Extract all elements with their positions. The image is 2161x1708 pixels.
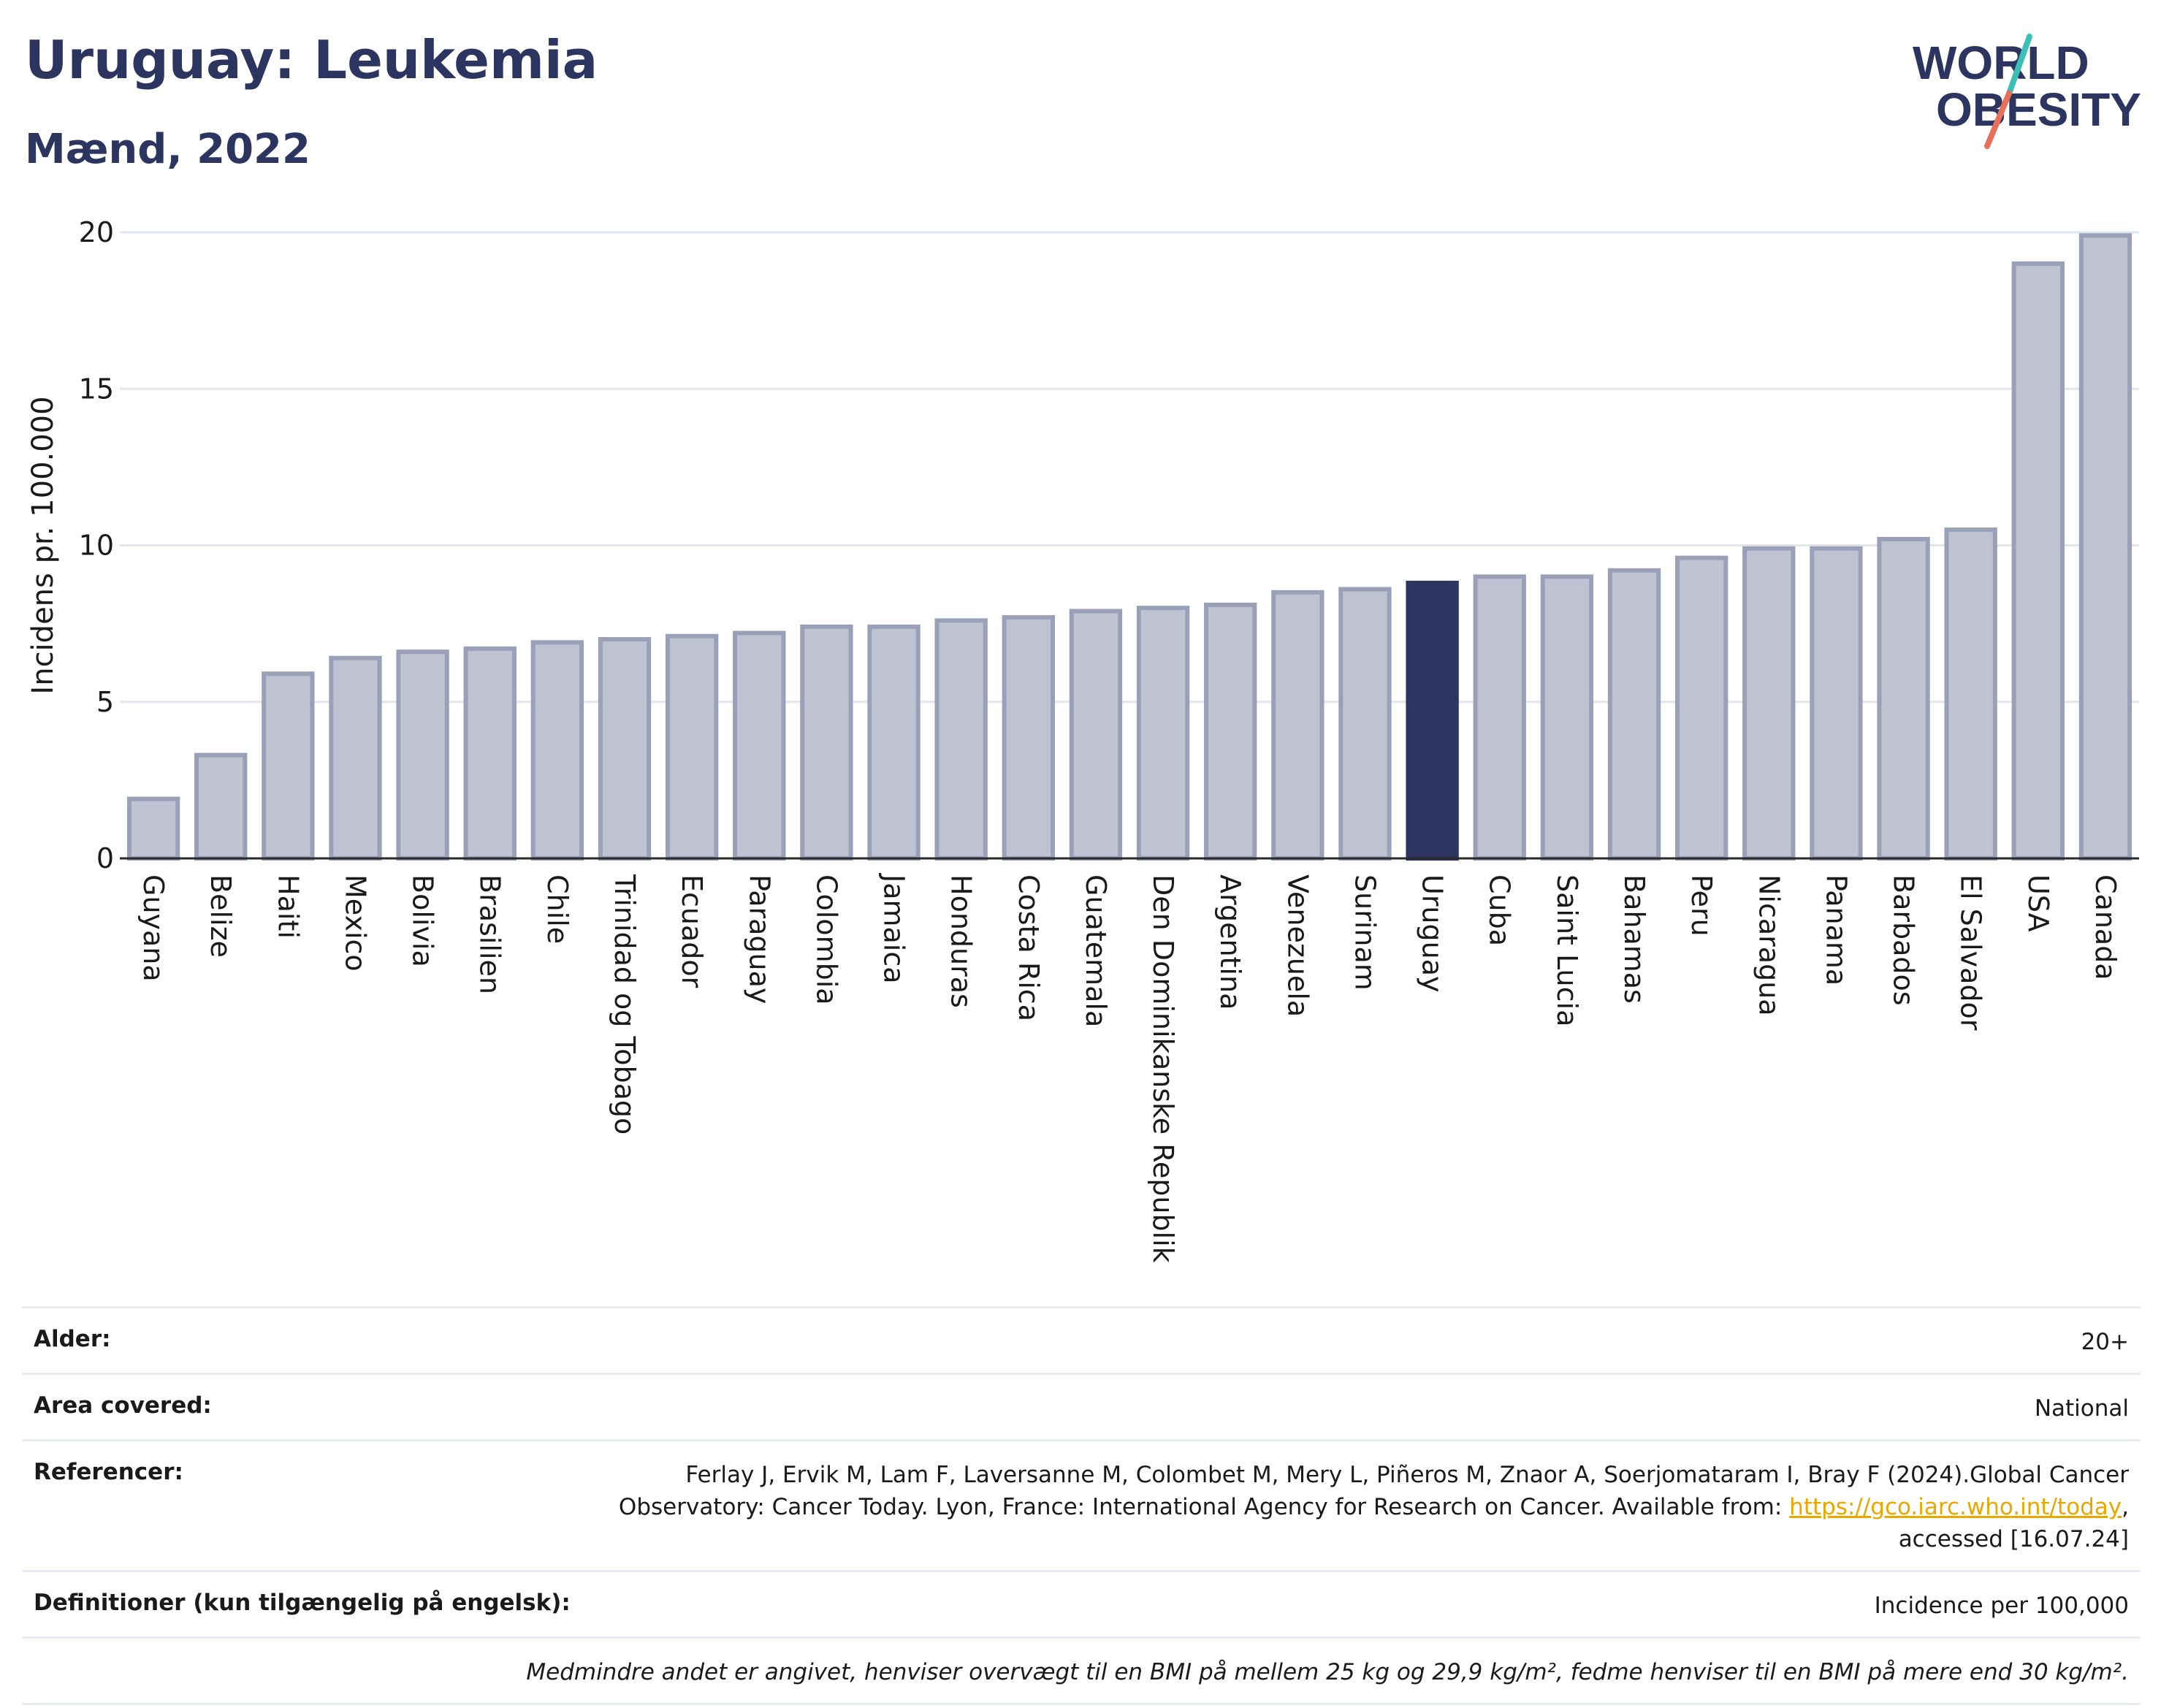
y-tick-label: 15 [79,373,114,405]
x-tick-label: Colombia [810,874,842,1005]
bar [934,618,988,861]
x-tick-label: Honduras [945,874,977,1008]
x-tick-label: Barbados [1888,874,1920,1006]
bar [1810,546,1863,861]
bar [1271,590,1325,861]
info-row-age: Alder: 20+ [22,1306,2141,1373]
y-tick-label: 5 [96,686,114,718]
x-tick-label: Haiti [272,874,304,939]
y-tick-label: 20 [79,216,114,248]
bar [262,671,315,861]
x-tick-label: Jamaica [878,873,910,984]
bar [1069,609,1123,861]
x-tick-label: Argentina [1214,874,1246,1010]
bar [1406,580,1459,861]
x-tick-label: Belize [205,874,237,958]
bar [733,630,786,861]
x-tick-label: Guatemala [1080,874,1112,1027]
x-tick-label: Guyana [137,874,169,982]
bar [1204,602,1257,861]
x-tick-label: Uruguay [1417,874,1449,993]
x-tick-label: Brasilien [474,874,506,994]
x-tick-label: Trinidad og Tobago [609,874,641,1135]
reference-link[interactable]: https://gco.iarc.who.int/today [1789,1494,2122,1520]
x-tick-label: Den Dominikanske Republik [1147,874,1179,1263]
bar [126,796,180,861]
info-row-area: Area covered: National [22,1373,2141,1439]
bar [1607,568,1661,861]
x-tick-label: Bolivia [407,874,439,967]
info-table: Alder: 20+ Area covered: National Refere… [22,1306,2141,1705]
bar [1540,574,1594,861]
x-tick-label: Mexico [339,874,371,972]
bar [665,633,719,861]
logo-line-1: WORLD [1913,37,2089,89]
bar [1136,606,1190,861]
bar [800,624,853,861]
bar [194,752,248,861]
reference-line-2-end: , [2122,1494,2129,1520]
bar [463,646,517,861]
chart-title: Uruguay: Leukemia [25,29,598,91]
area-value: National [2034,1395,2129,1422]
bar [2011,261,2065,861]
definitions-label: Definitioner (kun tilgængelig på engelsk… [34,1590,571,1616]
x-tick-label: Surinam [1349,874,1381,991]
world-obesity-logo: WORLD OBESITY [1913,34,2141,149]
x-tick-label: El Salvador [1955,874,1987,1031]
definitions-value: Incidence per 100,000 [1874,1593,2129,1619]
y-tick-label: 0 [96,842,114,874]
age-value: 20+ [2081,1329,2129,1355]
bar [867,624,921,861]
x-tick-label: Cuba [1484,874,1516,946]
reference-line-3: accessed [16.07.24] [1898,1526,2129,1552]
reference-line-2: Observatory: Cancer Today. Lyon, France:… [618,1494,1790,1520]
age-label: Alder: [34,1326,111,1352]
x-tick-label: Costa Rica [1013,874,1045,1021]
area-label: Area covered: [34,1392,212,1419]
logo-slash-coral [1984,91,2012,149]
x-tick-label: Ecuador [676,874,708,988]
x-tick-label: Nicaragua [1753,874,1785,1016]
references-label: Referencer: [34,1459,183,1485]
bar [598,637,652,861]
bar [1674,555,1729,861]
bar [329,655,382,861]
bar-chart: 0 5 10 15 20 Incidens pr. 100.000 Guyana Belize… [26,216,2139,1263]
x-tick-label: Venezuela [1281,874,1314,1017]
bar [1742,546,1796,861]
chart-subtitle: Mænd, 2022 [25,126,310,173]
x-tick-label: Panama [1820,874,1852,985]
info-row-note: Medmindre andet er angivet, henviser ove… [22,1636,2141,1705]
x-tick-label: Saint Lucia [1551,874,1583,1026]
x-tick-label: Canada [2089,874,2122,980]
x-tick-label: Peru [1685,874,1718,937]
info-row-references: Referencer: Ferlay J, Ervik M, Lam F, La… [22,1439,2141,1570]
bar [1002,615,1055,861]
bar [2078,233,2133,861]
x-tick-label: USA [2022,874,2054,932]
bar [530,640,584,861]
references-value: Ferlay J, Ervik M, Lam F, Laversanne M, … [619,1459,2129,1555]
x-tick-label: Chile [541,874,573,944]
logo-line-2: OBESITY [1936,83,2141,136]
bar [1473,574,1526,861]
x-tick-label: Paraguay [743,874,775,1004]
x-tick-label: Bahamas [1618,874,1650,1004]
logo-slash-teal [2006,34,2032,96]
bar [1877,536,1930,861]
bar [1338,587,1392,861]
bar [1944,527,1997,861]
footnote: Medmindre andet er angivet, henviser ove… [526,1659,2129,1685]
bar [396,649,449,861]
info-row-definitions: Definitioner (kun tilgængelig på engelsk… [22,1570,2141,1636]
reference-line-1: Ferlay J, Ervik M, Lam F, Laversanne M, … [685,1462,2129,1488]
y-axis-title: Incidens pr. 100.000 [26,396,60,694]
y-tick-label: 10 [79,530,114,562]
